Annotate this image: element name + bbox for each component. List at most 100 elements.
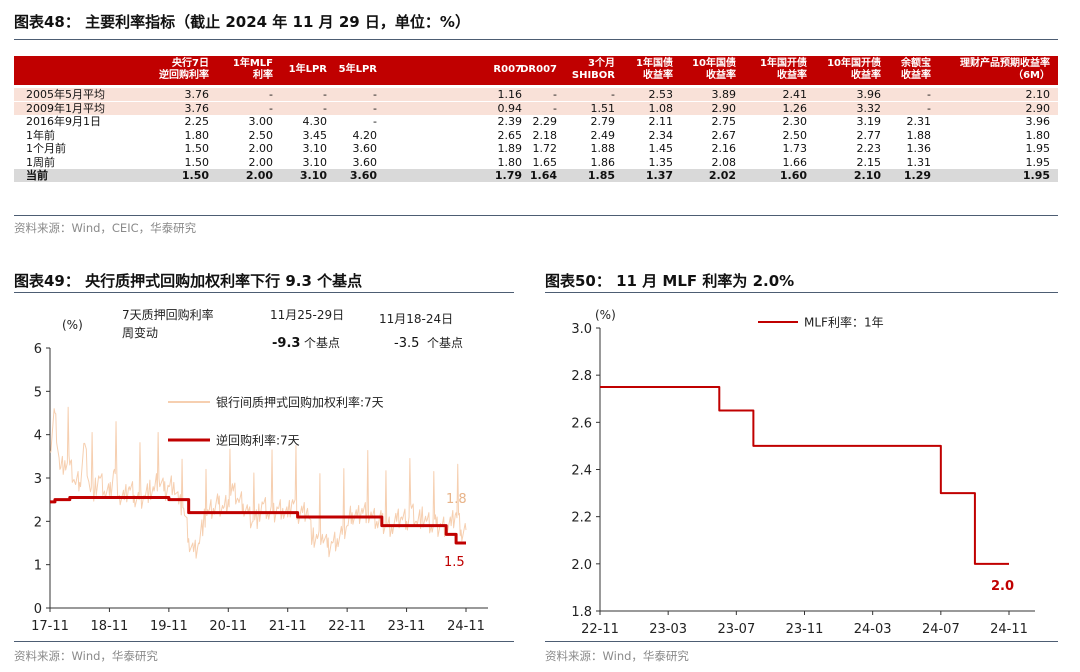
table-cell: 1.31 xyxy=(906,155,932,169)
table-cell: 1.08 xyxy=(648,101,674,115)
x-tick-label: 24-03 xyxy=(854,622,892,637)
table-row: 1周前 1.50 2.00 3.10 3.60 1.80 1.65 1.86 1.35 2.08 1… xyxy=(14,156,1058,169)
table-cell: 4.30 xyxy=(302,115,328,128)
table-cell: 1.95 xyxy=(1022,169,1050,182)
table-row-label: 1年前 xyxy=(26,128,55,142)
fig49-note-title-1: 7天质押回购利率 xyxy=(122,307,214,322)
table-cell: 1.95 xyxy=(1025,142,1051,155)
y-tick-label: 2.4 xyxy=(571,464,592,479)
fig49-week1-unit: 个基点 xyxy=(304,336,340,350)
table-column-header: 1年国债 收益率 xyxy=(636,58,673,82)
table-cell: 1.88 xyxy=(590,142,616,155)
table-row-label: 1个月前 xyxy=(26,142,66,155)
table-column-header-line1: 1年MLF xyxy=(232,58,273,69)
table-row-label: 当前 xyxy=(26,169,48,182)
table-cell: - xyxy=(927,88,931,101)
fig48-title: 图表48： 主要利率指标（截止 2024 年 11 月 29 日，单位：%） xyxy=(14,13,470,31)
table-column-header: 理财产品预期收益率 （6M） xyxy=(960,58,1050,82)
table-cell: 2.67 xyxy=(711,128,737,142)
x-tick-label: 23-07 xyxy=(717,622,755,637)
table-cell: - xyxy=(553,88,557,101)
y-tick-label: 2.6 xyxy=(571,416,592,431)
table-column-header-line2: 逆回购利率 xyxy=(159,70,209,81)
table-cell: 2.77 xyxy=(856,128,882,142)
table-cell: 2.10 xyxy=(1025,88,1051,101)
series-line-1 xyxy=(50,406,467,559)
table-column-header-line1: 10年国开债 xyxy=(827,58,881,69)
series-line-2 xyxy=(50,496,466,545)
table-column-header-line1: 1年国债 xyxy=(636,58,673,69)
table-cell: 2.00 xyxy=(248,142,274,155)
x-tick-label: 22-11 xyxy=(328,619,366,634)
table-cell: 1.80 xyxy=(497,155,523,169)
table-cell: 1.60 xyxy=(779,169,807,182)
fig50-bottom-rule xyxy=(545,641,1058,642)
table-cell: 3.45 xyxy=(302,128,328,142)
y-tick-label: 5 xyxy=(34,385,42,400)
table-cell: 3.60 xyxy=(352,142,378,155)
table-cell: 3.76 xyxy=(184,101,210,115)
fig49-axes: 0 1 2 3 4 5 6 17-11 18-11 19-11 20-11 21-11 22-11 23-… xyxy=(31,342,488,634)
table-cell: 1.66 xyxy=(782,155,808,169)
table-cell: 1.88 xyxy=(906,128,932,142)
table-column-header-line2: 收益率 xyxy=(706,70,736,81)
fig50-annotations: 2.0 xyxy=(991,579,1014,594)
fig50-axes: 1.8 2.0 2.2 2.4 2.6 2.8 3.0 22-11 23-03 23-07 23-1… xyxy=(571,322,1035,637)
table-cell: 3.76 xyxy=(184,88,210,101)
table-row: 2005年5月平均 3.76 - - - 1.16 - - 2.53 3.89 2.41 3.96 - 2… xyxy=(14,88,1058,101)
table-cell: 1.86 xyxy=(590,155,616,169)
table-cell: 3.96 xyxy=(1025,115,1051,128)
table-column-header-line2: 收益率 xyxy=(901,70,931,81)
x-tick-label: 23-03 xyxy=(649,622,687,637)
table-column-header: 余额宝 收益率 xyxy=(901,58,931,82)
fig49-week2-value: -3.5 xyxy=(394,336,419,351)
fig49-week2-unit: 个基点 xyxy=(427,336,463,350)
table-cell: - xyxy=(373,115,377,128)
table-cell: 1.64 xyxy=(529,169,557,182)
table-cell: 2.08 xyxy=(711,155,737,169)
table-column-header: 央行7日 逆回购利率 xyxy=(159,58,209,82)
table-cell: 1.72 xyxy=(532,142,558,155)
table-column-header: 1年MLF 利率 xyxy=(233,58,273,82)
table-column-header-line2: 收益率 xyxy=(851,70,881,81)
table-column-header-line2: SHIBOR xyxy=(571,70,615,81)
fig50-series xyxy=(600,385,1009,565)
table-cell: 1.29 xyxy=(903,169,931,182)
table-cell: 1.85 xyxy=(587,169,615,182)
table-cell: - xyxy=(269,88,273,101)
table-cell: 3.60 xyxy=(352,155,378,169)
table-cell: 3.96 xyxy=(856,88,882,101)
table-cell: - xyxy=(927,101,931,115)
table-cell: 3.10 xyxy=(299,169,327,182)
legend-label: 逆回购利率:7天 xyxy=(216,433,300,448)
table-column-header: 3个月 SHIBOR xyxy=(572,58,615,82)
y-tick-label: 6 xyxy=(34,342,42,357)
table-column-header: R007 xyxy=(493,64,522,75)
table-cell: 3.89 xyxy=(711,88,737,101)
fig49-note-title-2: 周变动 xyxy=(122,325,158,340)
fig48-bottom-rule xyxy=(14,215,1058,216)
table-cell: 1.37 xyxy=(645,169,673,182)
table-row: 2009年1月平均 3.76 - - - 0.94 - 1.51 1.08 2.90 1.26 3.3… xyxy=(14,101,1058,115)
table-column-header-line1: 3个月 xyxy=(588,58,615,69)
table-cell: 1.16 xyxy=(497,88,523,101)
table-cell: 2.39 xyxy=(497,115,523,128)
y-tick-label: 0 xyxy=(34,602,42,617)
fig49-annotations: 1.8 1.5 xyxy=(444,492,467,570)
table-cell: - xyxy=(373,101,377,115)
table-cell: 1.89 xyxy=(497,142,523,155)
table-cell: 2.41 xyxy=(782,88,808,101)
table-cell: 2.23 xyxy=(856,142,882,155)
table-cell: 3.00 xyxy=(248,115,274,128)
y-tick-label: 2.2 xyxy=(571,511,592,526)
end-value-label: 2.0 xyxy=(991,579,1014,594)
table-cell: 2.18 xyxy=(532,128,558,142)
table-column-header-line1: 央行7日 xyxy=(172,58,209,69)
fig49-unit: (%) xyxy=(62,318,83,332)
table-column-header-line2: （6M） xyxy=(1013,70,1050,81)
y-tick-label: 1 xyxy=(34,559,42,574)
x-tick-label: 19-11 xyxy=(150,619,188,634)
x-tick-label: 24-07 xyxy=(922,622,960,637)
y-tick-label: 3 xyxy=(34,472,42,487)
fig49-source: 资料来源：Wind，华泰研究 xyxy=(14,649,158,663)
